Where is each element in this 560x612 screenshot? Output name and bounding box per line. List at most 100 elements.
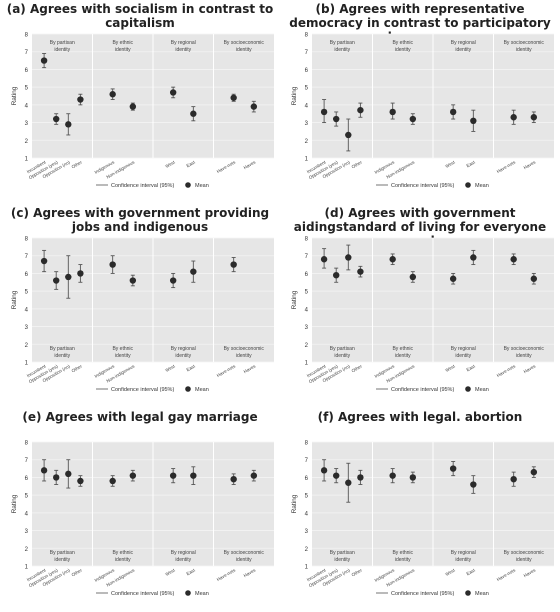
legend-mean-swatch: [465, 590, 471, 596]
group-label-line: identity: [175, 353, 191, 359]
legend-ci-label: Confidence interval (95%): [111, 387, 174, 393]
group-label-line: By partisan: [330, 346, 355, 352]
mean-point: [40, 257, 48, 265]
mean-point: [230, 94, 237, 101]
y-tick-label: 4: [305, 307, 309, 313]
panel-b: (b) Agrees with representative democracy…: [282, 0, 558, 204]
mean-point: [40, 57, 48, 64]
y-tick-label: 5: [305, 290, 309, 296]
mean-point: [77, 270, 84, 277]
mean-point: [510, 476, 517, 483]
y-tick-label: 3: [305, 529, 309, 535]
category-label: East: [186, 363, 197, 372]
group-label: By socioeconomic identity: [224, 346, 265, 359]
group-label: By socioeconomic identity: [504, 550, 545, 563]
category-label: Haves: [523, 159, 537, 170]
category-label: Haves: [243, 363, 257, 374]
group-label: By partisan identity: [50, 550, 75, 563]
group-label-line: By partisan: [330, 550, 355, 556]
y-tick-label: 3: [305, 121, 309, 127]
group-label-line: By partisan: [50, 550, 75, 556]
mean-point: [357, 268, 364, 275]
legend-mean-label: Mean: [195, 183, 209, 189]
mean-point: [129, 103, 137, 110]
group-label-line: By regional: [451, 346, 476, 352]
group-label: By ethnic identity: [392, 40, 413, 53]
mean-point: [65, 470, 72, 478]
group-label-line: identity: [455, 557, 471, 563]
mean-point: [109, 477, 116, 485]
mean-point: [389, 472, 396, 479]
group-label-line: By ethnic: [392, 346, 413, 352]
y-tick-label: 7: [305, 50, 309, 56]
y-tick-label: 3: [305, 325, 309, 331]
y-axis-label: Rating: [291, 494, 298, 513]
group-label-line: identity: [516, 353, 532, 359]
mean-point: [470, 117, 477, 125]
category-label: East: [186, 159, 197, 168]
mean-point: [53, 474, 60, 481]
group-label: By partisan identity: [50, 40, 75, 53]
mean-point: [190, 110, 197, 117]
group-label: By regional identity: [171, 346, 196, 359]
mean-point: [389, 256, 396, 263]
category-label: Other: [351, 159, 364, 169]
mean-point: [530, 468, 538, 476]
mean-point: [230, 476, 237, 483]
group-label: By ethnic identity: [112, 550, 133, 563]
y-tick-label: 4: [305, 103, 309, 109]
mean-point: [345, 479, 352, 486]
mean-point: [250, 103, 258, 110]
panel-d: (d) Agrees with government aidingstandar…: [282, 204, 558, 408]
category-label: East: [466, 363, 477, 372]
group-label: By socioeconomic identity: [224, 550, 265, 563]
mean-point: [129, 277, 137, 284]
panel-title: (e) Agrees with legal gay marriage: [22, 410, 258, 424]
group-label-line: identity: [455, 353, 471, 359]
group-label-line: identity: [175, 47, 191, 53]
group-label-line: identity: [334, 47, 350, 53]
legend-mean-swatch: [185, 590, 191, 596]
mean-point: [530, 114, 538, 121]
mean-point: [169, 277, 177, 284]
y-tick-label: 1: [25, 361, 29, 367]
category-label: West: [164, 363, 176, 373]
group-label-line: identity: [334, 353, 350, 359]
legend-ci-label: Confidence interval (95%): [391, 387, 454, 393]
y-tick-label: 1: [305, 157, 309, 163]
y-tick-label: 8: [25, 33, 29, 39]
y-tick-label: 3: [25, 325, 29, 331]
category-label: West: [444, 567, 456, 577]
group-label-line: By socioeconomic: [504, 550, 545, 556]
mean-point: [129, 472, 137, 479]
category-label: Other: [351, 567, 364, 577]
mean-point: [357, 106, 364, 114]
y-tick-label: 5: [305, 86, 309, 92]
mean-point: [109, 261, 116, 268]
group-label-line: identity: [395, 353, 411, 359]
group-label-line: identity: [334, 557, 350, 563]
mean-point: [530, 275, 538, 282]
group-label-line: By partisan: [50, 346, 75, 352]
y-axis-label: Rating: [11, 494, 18, 513]
group-label: By partisan identity: [330, 346, 355, 359]
group-label-line: identity: [54, 557, 70, 563]
mean-point: [333, 472, 340, 479]
mean-point: [470, 254, 477, 261]
group-label: By regional identity: [171, 550, 196, 563]
group-label-line: By regional: [451, 550, 476, 556]
category-label: Other: [351, 363, 364, 373]
mean-point: [449, 108, 457, 116]
y-tick-label: 2: [25, 343, 29, 349]
group-label-line: identity: [54, 353, 70, 359]
group-label-line: By ethnic: [392, 40, 413, 46]
panel-f: (f) Agrees with legal. abortion 1 2 3 4 5 6 7 8…: [282, 408, 558, 612]
mean-point: [77, 477, 84, 485]
y-tick-label: 1: [305, 565, 309, 571]
legend-mean-label: Mean: [475, 387, 489, 393]
y-tick-label: 4: [25, 511, 29, 517]
y-tick-label: 5: [25, 86, 29, 92]
